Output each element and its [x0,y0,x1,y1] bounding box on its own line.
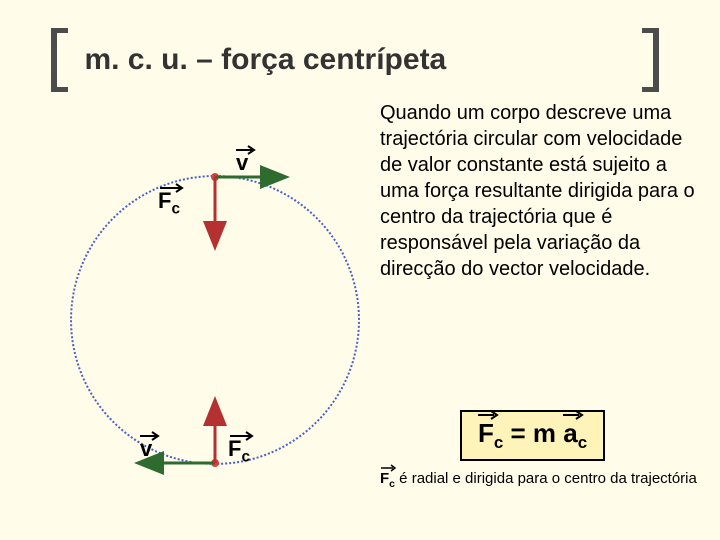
vector-arrow-over-icon [228,430,256,442]
slide-title-row: m. c. u. – força centrípeta [50,28,454,92]
bottom-fc-sub: c [241,448,250,465]
footnote-fc: F [380,470,389,487]
top-fc-label-group: Fc [158,188,180,218]
bottom-fc-label-group: Fc [228,436,250,466]
description-paragraph: Quando um corpo descreve uma trajectória… [380,100,710,282]
vector-arrow-over-icon [380,464,398,472]
top-v-label-group: v [236,150,248,176]
vector-arrow-over-icon [234,144,258,156]
top-fc-sub: c [171,200,180,217]
centripetal-diagram: v Fc v Fc [40,120,360,500]
footnote-fc-sub: c [389,478,395,490]
formula-lhs: F [478,418,494,448]
bracket-right-icon [638,28,660,92]
formula-box: Fc = m ac [460,410,605,461]
formula-rhs: a [563,418,577,448]
slide-title: m. c. u. – força centrípeta [84,43,446,76]
vector-arrow-over-icon [561,410,585,420]
vector-arrow-over-icon [158,182,186,194]
bottom-v-label-group: v [140,436,152,462]
formula-eq: = m [503,418,563,448]
vector-arrow-over-icon [138,430,162,442]
footnote-rest: é radial e dirigida para o centro da tra… [395,470,697,487]
formula-rhs-sub: c [578,433,587,452]
bracket-left-icon [50,28,72,92]
formula-lhs-sub: c [494,433,503,452]
footnote: Fc é radial e dirigida para o centro da … [380,470,700,491]
top-velocity-arrow-icon [40,120,360,500]
vector-arrow-over-icon [476,410,500,420]
